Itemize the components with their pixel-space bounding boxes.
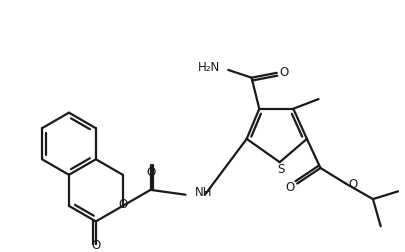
Text: H₂N: H₂N <box>198 61 220 75</box>
Text: O: O <box>279 66 288 79</box>
Text: O: O <box>286 181 295 194</box>
Text: O: O <box>146 166 155 179</box>
Text: O: O <box>348 178 357 191</box>
Text: O: O <box>91 239 100 252</box>
Text: NH: NH <box>195 186 213 199</box>
Text: S: S <box>277 164 284 176</box>
Text: O: O <box>118 198 128 211</box>
